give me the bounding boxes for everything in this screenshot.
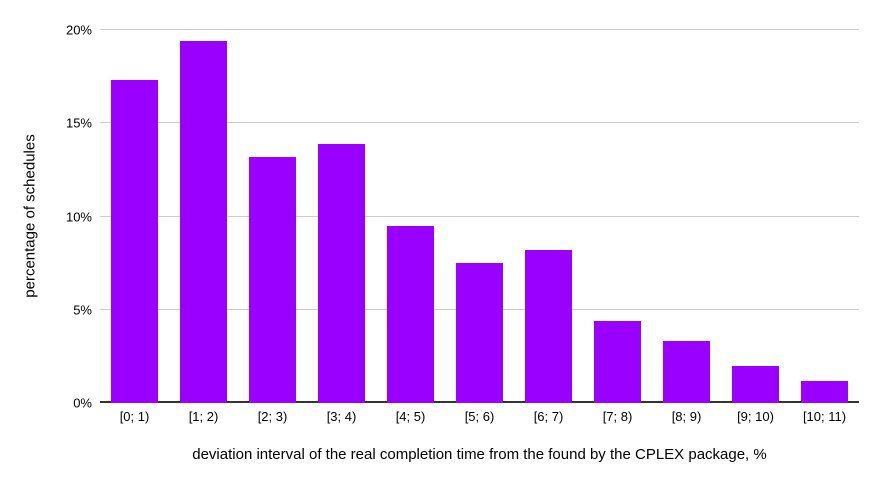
bar — [387, 225, 434, 403]
bar — [318, 143, 365, 403]
bar-slot — [790, 30, 859, 403]
bar-slot — [445, 30, 514, 403]
x-tick-label: [4; 5) — [395, 409, 426, 424]
x-tick-label: [6; 7) — [533, 409, 564, 424]
y-axis-tick-labels: 0% 5% 10% 15% 20% — [0, 23, 92, 411]
y-tick-label: 5% — [73, 302, 92, 318]
bar-slot — [652, 30, 721, 403]
y-tick-label: 10% — [65, 209, 92, 224]
bar-slot — [376, 30, 445, 403]
gridline — [100, 215, 859, 217]
x-axis-tick-labels: [0; 1) [1; 2) [2; 3) [3; 4) [4; 5) [5; 6) [6; … — [100, 409, 859, 424]
x-axis-title: deviation interval of the real completio… — [192, 446, 767, 463]
bar — [456, 263, 503, 403]
bar-slot — [721, 30, 790, 403]
bar-slot — [583, 30, 652, 403]
x-tick-label: [7; 8) — [602, 409, 633, 424]
bar-slot — [100, 30, 169, 403]
y-tick-label: 0% — [73, 395, 92, 411]
bar — [180, 41, 227, 403]
x-tick-label: [9; 10) — [737, 409, 774, 424]
bar-slot — [238, 30, 307, 403]
y-tick-label: 15% — [65, 115, 92, 131]
x-tick-label: [5; 6) — [464, 409, 495, 424]
bar — [594, 320, 641, 403]
bar — [111, 80, 158, 403]
bar — [732, 365, 779, 403]
bar — [801, 380, 848, 403]
gridline — [100, 29, 859, 30]
bar-slot — [514, 30, 583, 403]
bars-layer — [100, 30, 859, 403]
x-tick-label: [2; 3) — [257, 409, 288, 424]
x-tick-label: [3; 4) — [326, 409, 357, 424]
bar — [249, 156, 296, 403]
bar-slot — [307, 30, 376, 403]
y-tick-label: 20% — [65, 22, 92, 38]
gridline — [100, 122, 859, 124]
x-tick-label: [10; 11) — [802, 409, 847, 424]
bar-slot — [169, 30, 238, 403]
x-tick-label: [8; 9) — [671, 409, 702, 424]
bar — [525, 250, 572, 403]
plot-area — [100, 29, 859, 403]
bar — [663, 341, 710, 403]
x-tick-label: [1; 2) — [188, 409, 219, 424]
x-tick-label: [0; 1) — [119, 409, 150, 424]
